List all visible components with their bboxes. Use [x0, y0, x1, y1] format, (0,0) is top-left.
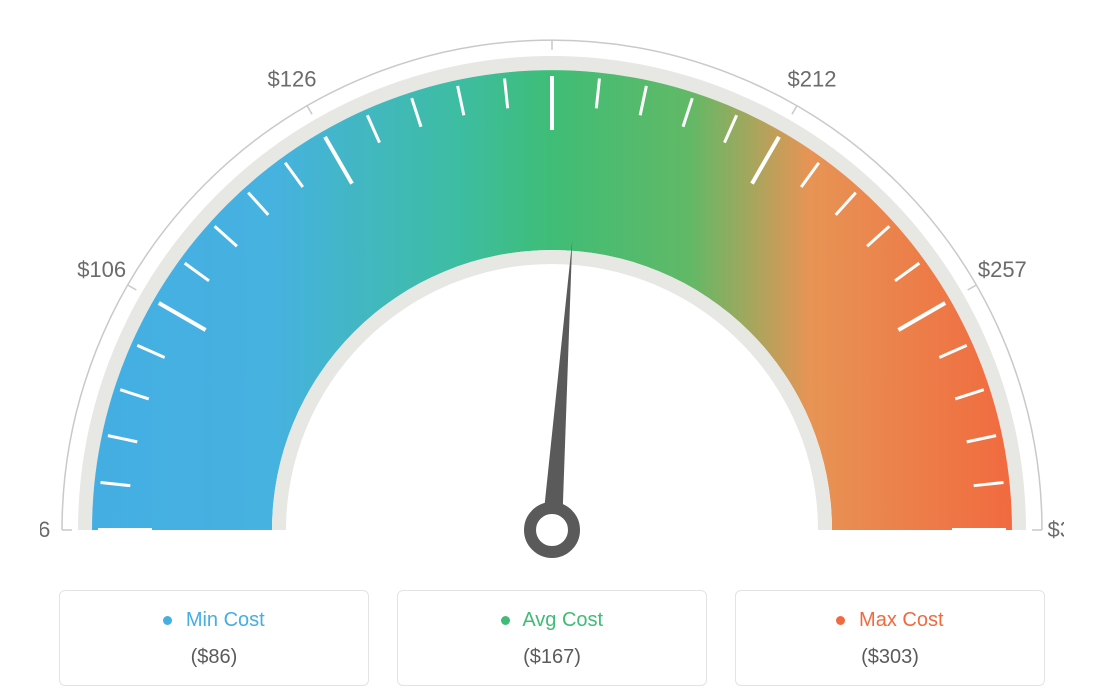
gauge-svg: $86 $106 $126 $167 $212 $257 $303 [40, 20, 1064, 560]
svg-text:$106: $106 [77, 257, 126, 282]
legend-dot-max [836, 616, 845, 625]
svg-text:$86: $86 [40, 517, 50, 542]
legend-label-min: Min Cost [186, 609, 265, 631]
svg-text:$126: $126 [268, 67, 317, 92]
legend-row: Min Cost ($86) Avg Cost ($167) Max Cost … [40, 590, 1064, 686]
gauge-chart: $86 $106 $126 $167 $212 $257 $303 [40, 20, 1064, 560]
legend-card-max: Max Cost ($303) [735, 590, 1045, 686]
legend-label-max: Max Cost [859, 609, 943, 631]
legend-title-max: Max Cost [746, 609, 1034, 632]
legend-dot-avg [501, 616, 510, 625]
legend-label-avg: Avg Cost [522, 609, 603, 631]
legend-card-avg: Avg Cost ($167) [397, 590, 707, 686]
svg-text:$303: $303 [1048, 517, 1064, 542]
legend-title-min: Min Cost [70, 609, 358, 632]
legend-value-avg: ($167) [408, 646, 696, 669]
legend-value-max: ($303) [746, 646, 1034, 669]
legend-card-min: Min Cost ($86) [59, 590, 369, 686]
svg-text:$212: $212 [788, 67, 837, 92]
svg-text:$257: $257 [978, 257, 1027, 282]
legend-dot-min [163, 616, 172, 625]
legend-value-min: ($86) [70, 646, 358, 669]
legend-title-avg: Avg Cost [408, 609, 696, 632]
svg-text:$167: $167 [528, 20, 577, 22]
